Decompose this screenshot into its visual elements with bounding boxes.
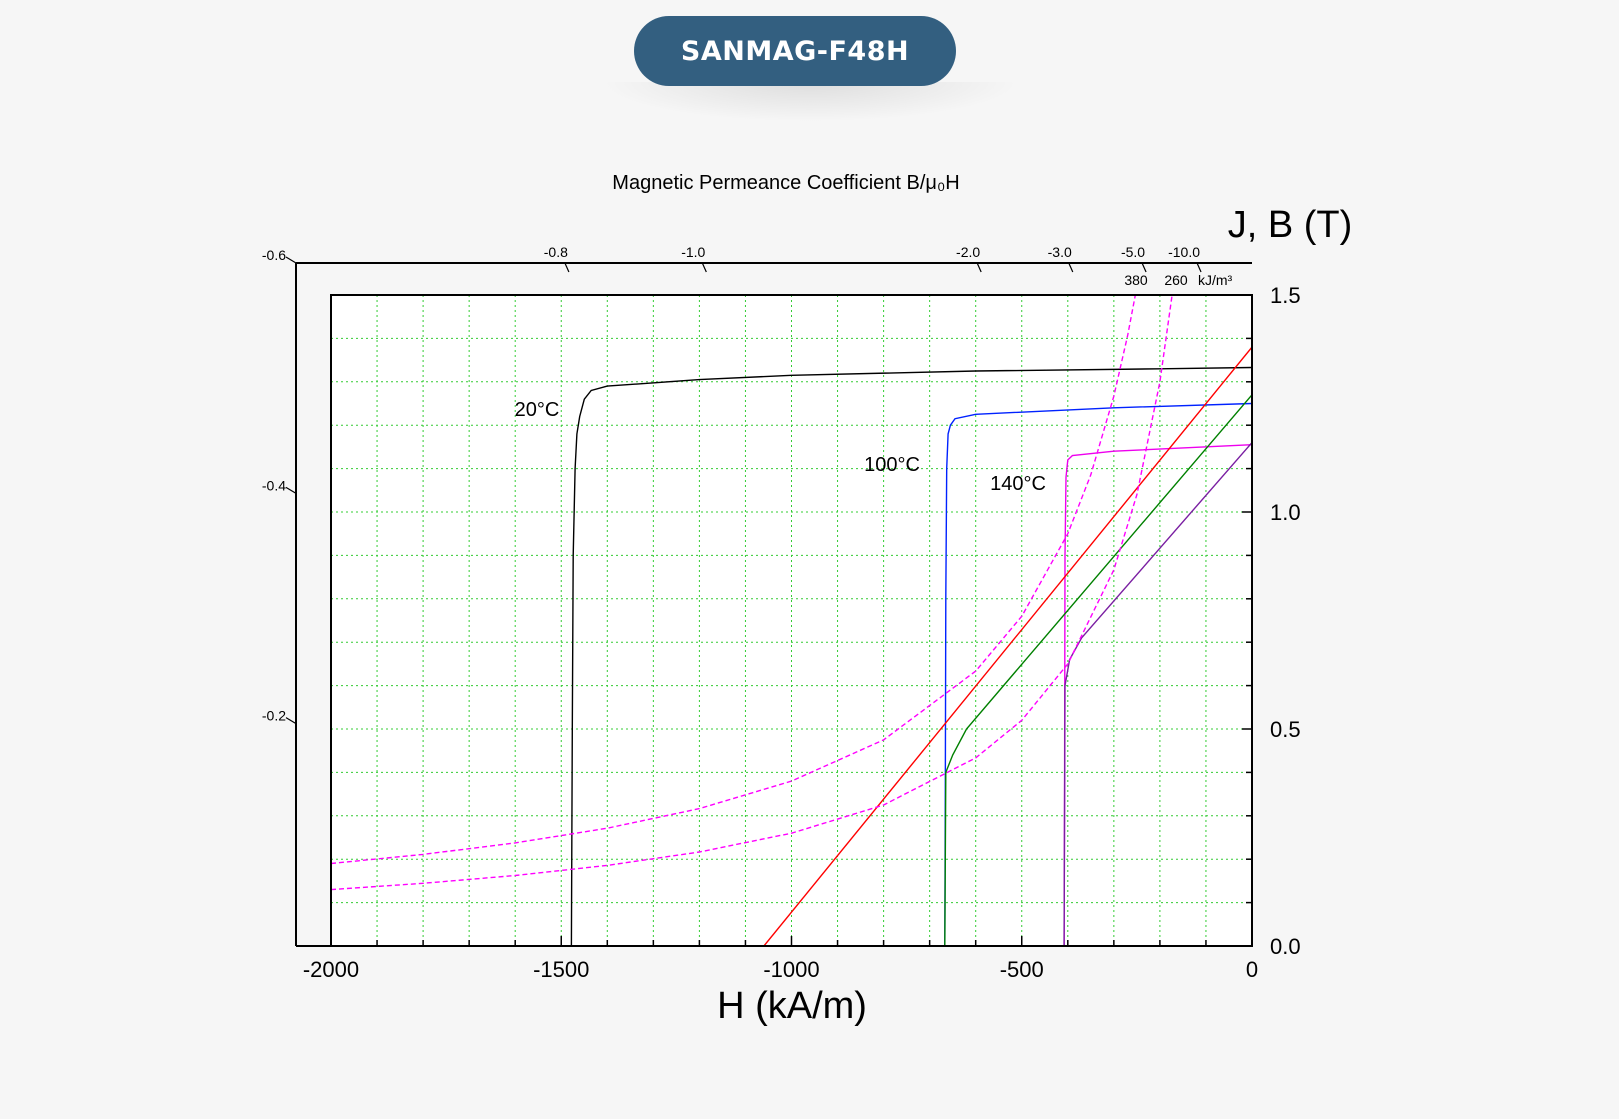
top-axis-title: Magnetic Permeance Coefficient B/μ₀H [612,172,959,194]
x-axis-title: H (kA/m) [717,985,867,1027]
x-tick-label: 0 [1246,957,1258,982]
permeance-tick [1196,262,1202,273]
series-J-100-c [944,402,1252,946]
y-axis-title: J, B (T) [1228,204,1353,246]
series-B-008000 [944,394,1252,946]
curve-label-20-c: 20°C [515,399,560,421]
left-tick [285,256,297,264]
energy-unit-label: kJ/m³ [1198,272,1233,288]
permeance-tick-label: -0.8 [544,244,568,260]
series-energy-380 [331,295,1137,865]
x-tick-label: -500 [1000,957,1044,982]
series-B-ff0000 [763,346,1252,946]
curve-label-140-c: 140°C [990,473,1046,495]
ticks [285,256,1253,947]
energy-label-380: 380 [1124,272,1148,288]
labels: -2000 -1500 -1000 -500 0 0.0 0.5 1.0 1.5 -0.8 -1.0… [262,172,1352,1027]
x-tick-label: -2000 [303,957,359,982]
series-energy-260 [331,295,1173,891]
permeance-tick-label: -2.0 [956,244,980,260]
permeance-tick [1068,262,1074,273]
permeance-tick-label: -5.0 [1121,244,1145,260]
grid [331,295,1252,946]
left-tick-label: -0.6 [262,247,286,263]
permeance-tick-label: -1.0 [681,244,705,260]
permeance-tick [1141,262,1147,273]
x-tick-label: -1500 [533,957,589,982]
permeance-tick-label: -10.0 [1168,244,1200,260]
energy-label-260: 260 [1164,272,1188,288]
left-tick-label: -0.2 [262,708,286,724]
permeance-tick [976,262,982,273]
permeance-tick [701,262,707,273]
permeance-tick [564,262,570,273]
page-title: SANMAG-F48H [634,16,956,86]
y-tick-label: 0.5 [1270,717,1301,742]
header-shadow [600,82,1020,122]
left-tick [285,717,297,725]
x-tick-label: -1000 [763,957,819,982]
curve-label-100-c: 100°C [864,454,920,476]
series-J-20-c [570,366,1252,946]
left-tick [285,486,297,494]
permeance-tick-label: -3.0 [1048,244,1072,260]
y-tick-label: 1.0 [1270,500,1301,525]
y-tick-label: 1.5 [1270,283,1301,308]
left-tick-label: -0.4 [262,477,286,493]
curves [331,295,1252,946]
y-tick-label: 0.0 [1270,934,1301,959]
